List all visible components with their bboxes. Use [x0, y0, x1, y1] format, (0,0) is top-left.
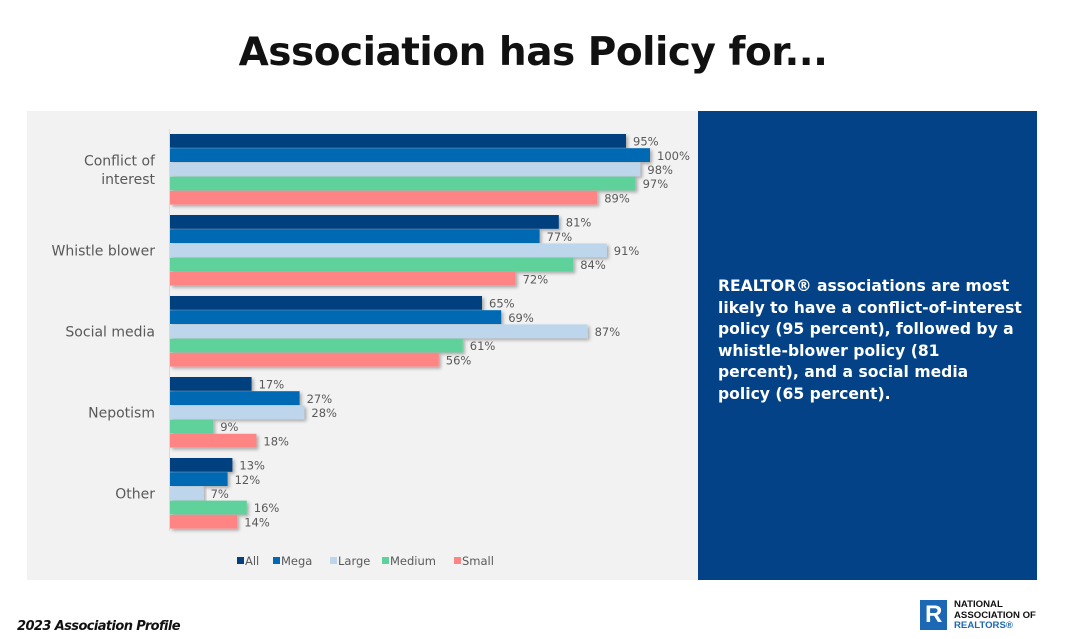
data-label: 18%: [263, 434, 289, 448]
legend-swatch-mega: [273, 557, 280, 564]
data-label: 95%: [633, 135, 659, 149]
bar-mega: [170, 148, 650, 162]
logo-line-1: NATIONAL: [954, 599, 1003, 610]
bar-medium: [170, 257, 574, 272]
realtor-r-icon: R: [920, 600, 947, 630]
chart-panel: Conflict of interest 95% 100% 98% 97% 89% Whist…: [27, 111, 698, 580]
bar-all: [170, 377, 252, 391]
bar-medium: [170, 419, 214, 434]
data-label: 91%: [614, 244, 640, 258]
bar-small: [170, 271, 516, 286]
bar-medium: [170, 338, 463, 353]
logo-line-2: ASSOCIATION OF: [954, 609, 1036, 621]
category-label: Whistle blower: [51, 244, 155, 260]
data-label: 12%: [235, 473, 261, 487]
data-label: 7%: [211, 487, 229, 501]
logo-line-3: REALTORS®: [954, 620, 1013, 631]
bar-mega: [170, 229, 540, 243]
category-label: Nepotism: [88, 406, 155, 422]
data-label: 28%: [311, 406, 337, 420]
legend-label-mega: Mega: [281, 554, 312, 568]
data-label: 56%: [446, 353, 472, 367]
callout-text: REALTOR® associations are most likely to…: [718, 277, 1022, 403]
bar-small: [170, 514, 238, 529]
legend-swatch-large: [330, 557, 337, 564]
data-label: 65%: [489, 297, 515, 311]
data-label: 17%: [259, 378, 285, 392]
bar-small: [170, 352, 439, 367]
legend-swatch-medium: [382, 557, 389, 564]
logo-text: NATIONAL ASSOCIATION OF REALTORS®: [954, 599, 1036, 632]
data-label: 16%: [254, 501, 280, 515]
data-label: 77%: [547, 230, 573, 244]
data-label: 69%: [508, 311, 534, 325]
bar-medium: [170, 500, 247, 515]
bar-mega: [170, 391, 300, 405]
bar-small: [170, 190, 598, 205]
bar-large: [170, 324, 588, 339]
legend-label-large: Large: [338, 554, 370, 568]
data-label: 72%: [523, 272, 549, 286]
category-label: Conflict of interest: [84, 153, 156, 188]
bar-small: [170, 433, 257, 448]
data-label: 27%: [307, 392, 333, 406]
legend-swatch-all: [237, 557, 244, 564]
data-label: 61%: [470, 339, 496, 353]
legend-label-medium: Medium: [390, 554, 436, 568]
data-label: 84%: [580, 258, 606, 272]
data-label: 13%: [239, 459, 265, 473]
bar-mega: [170, 472, 228, 486]
bar-large: [170, 243, 607, 258]
bar-large: [170, 162, 641, 177]
data-label: 87%: [595, 325, 621, 339]
bar-all: [170, 134, 626, 148]
bar-all: [170, 458, 233, 472]
data-label: 14%: [244, 515, 270, 529]
data-label: 98%: [647, 163, 673, 177]
bar-large: [170, 486, 204, 501]
data-label: 81%: [566, 216, 592, 230]
data-label: 9%: [220, 420, 238, 434]
nar-logo: R NATIONAL ASSOCIATION OF REALTORS®: [918, 598, 1058, 634]
data-label: 97%: [643, 177, 669, 191]
legend-label-all: All: [245, 554, 259, 568]
category-label: Social media: [65, 325, 155, 341]
category-label: Other: [115, 487, 155, 503]
legend-swatch-small: [454, 557, 461, 564]
footer-report-title: 2023 Association Profile: [17, 619, 181, 634]
data-label: 89%: [604, 191, 630, 205]
bar-large: [170, 405, 305, 420]
bar-chart: Conflict of interest 95%100%98%97% 89% Whist…: [51, 129, 690, 568]
legend-label-small: Small: [462, 554, 494, 568]
data-label: 100%: [657, 149, 690, 163]
bar-all: [170, 215, 559, 229]
bar-medium: [170, 176, 636, 191]
callout-box: REALTOR® associations are most likely to…: [698, 111, 1037, 580]
bar-mega: [170, 310, 502, 324]
bar-all: [170, 296, 482, 310]
page-title: Association has Policy for...: [238, 30, 828, 75]
